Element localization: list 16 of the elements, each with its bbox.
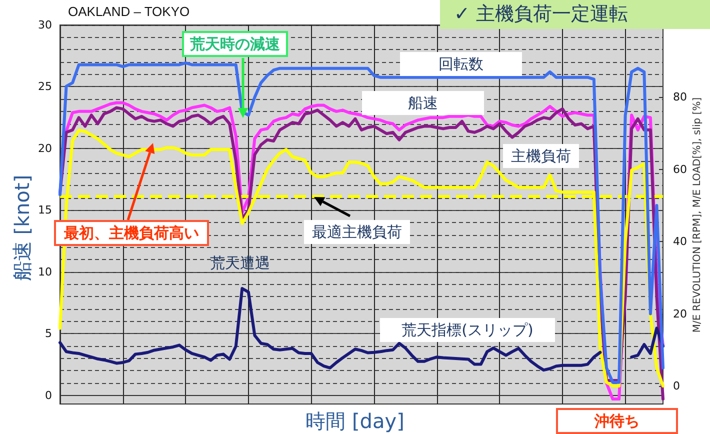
y2-tick-label: 0 xyxy=(673,379,680,392)
y-tick-label: 0 xyxy=(45,388,52,402)
y2-axis-title: M/E REVOLUTION [RPM], M/E LOAD[%], slip [%] xyxy=(692,97,704,333)
x-axis-title: 時間 [day] xyxy=(306,409,404,433)
chart-title: OAKLAND – TOKYO xyxy=(68,4,190,20)
y-tick-label: 25 xyxy=(38,80,52,94)
y-tick-label: 30 xyxy=(38,18,52,32)
y2-tick-label: 20 xyxy=(673,307,687,320)
y-tick-label: 15 xyxy=(38,204,52,217)
y2-tick-label: 40 xyxy=(673,235,687,248)
y-axis-title: 船速 [knot] xyxy=(10,174,34,282)
y-tick-label: 5 xyxy=(45,327,52,340)
y-tick-label: 20 xyxy=(38,142,52,155)
y2-tick-label: 80 xyxy=(673,90,687,104)
y2-tick-label: 60 xyxy=(673,162,687,176)
y-tick-label: 10 xyxy=(38,265,52,278)
